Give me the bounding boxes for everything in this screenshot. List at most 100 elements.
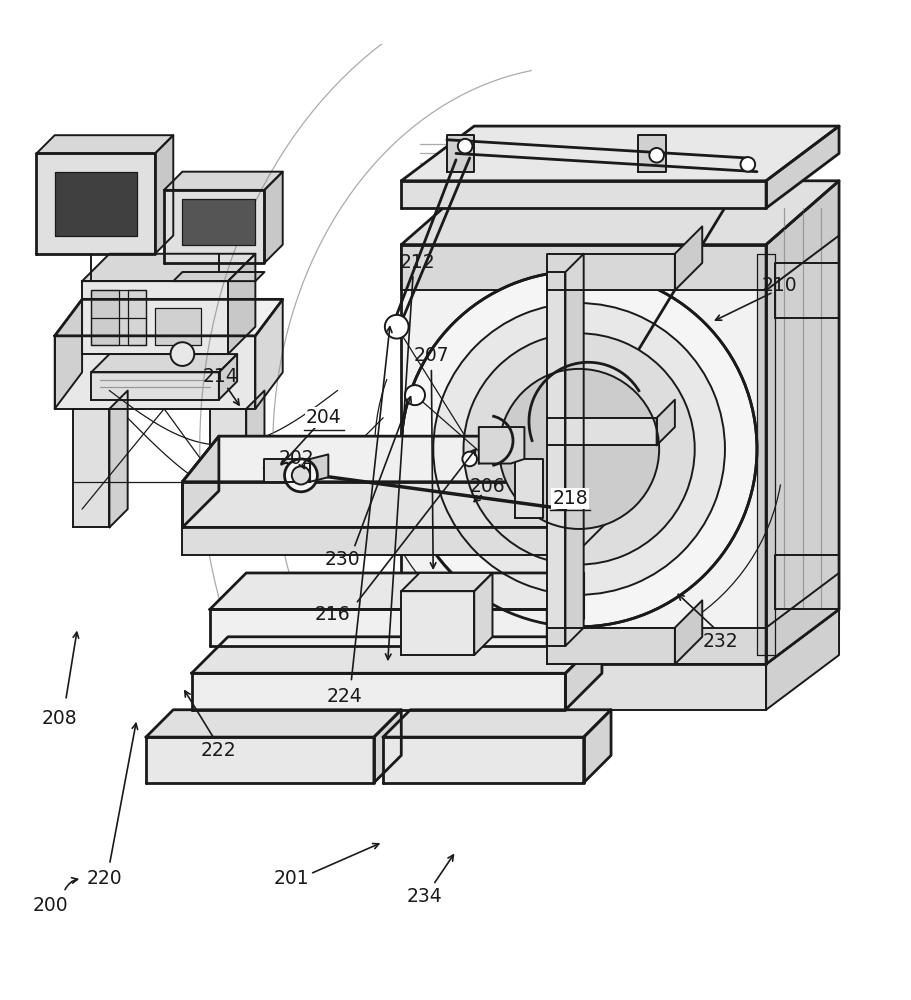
Polygon shape [164,172,282,190]
Text: 232: 232 [701,632,738,651]
Circle shape [649,148,663,163]
Polygon shape [255,299,282,409]
Polygon shape [109,391,128,527]
Polygon shape [478,427,524,464]
Polygon shape [638,135,665,172]
Text: 204: 204 [305,408,342,427]
Polygon shape [228,254,255,354]
Polygon shape [401,126,838,181]
Polygon shape [765,181,838,664]
Text: 216: 216 [314,604,351,624]
Polygon shape [182,199,255,245]
Circle shape [284,459,317,492]
Circle shape [292,466,310,484]
Polygon shape [383,737,583,783]
Polygon shape [446,135,474,172]
Circle shape [462,452,476,466]
Polygon shape [310,454,328,482]
Polygon shape [547,418,656,445]
Polygon shape [401,573,492,591]
Polygon shape [55,299,82,409]
Text: 201: 201 [273,869,310,888]
Circle shape [401,271,756,627]
Polygon shape [210,409,246,527]
Polygon shape [55,172,137,236]
Polygon shape [191,673,565,710]
Circle shape [384,315,408,339]
Polygon shape [36,135,173,153]
Polygon shape [756,254,774,655]
Text: 214: 214 [202,367,239,386]
Polygon shape [91,372,219,400]
Polygon shape [264,459,310,482]
Polygon shape [474,573,492,655]
Polygon shape [264,172,282,263]
Polygon shape [383,710,610,737]
Polygon shape [55,336,255,409]
Polygon shape [401,591,474,655]
Polygon shape [547,272,565,646]
Polygon shape [674,600,701,664]
Text: 200: 200 [32,896,68,915]
Polygon shape [765,609,838,710]
Polygon shape [401,245,765,290]
Text: 224: 224 [326,687,363,706]
Polygon shape [36,153,155,254]
Circle shape [457,139,472,153]
Polygon shape [401,181,838,245]
Polygon shape [73,409,109,527]
Polygon shape [774,555,838,609]
Polygon shape [182,527,574,555]
Polygon shape [210,573,583,609]
Polygon shape [173,272,264,281]
Polygon shape [182,482,574,527]
Polygon shape [583,710,610,783]
Polygon shape [155,308,200,345]
Polygon shape [515,459,542,518]
Polygon shape [191,637,601,673]
Polygon shape [182,436,219,527]
Polygon shape [401,664,765,710]
Circle shape [433,303,724,595]
Polygon shape [55,299,282,336]
Polygon shape [246,391,264,527]
Polygon shape [547,254,674,290]
Polygon shape [82,254,255,281]
Polygon shape [82,281,228,354]
Polygon shape [565,254,583,646]
Circle shape [404,385,425,405]
Polygon shape [656,400,674,445]
Text: 212: 212 [399,253,435,272]
Circle shape [463,333,694,565]
Polygon shape [219,354,237,400]
Text: 230: 230 [324,550,361,569]
Text: 202: 202 [278,449,314,468]
Polygon shape [146,710,401,737]
Polygon shape [765,126,838,208]
Circle shape [170,342,194,366]
Polygon shape [210,609,547,646]
Text: 222: 222 [200,741,237,760]
Polygon shape [547,573,583,646]
Polygon shape [91,290,146,345]
Polygon shape [765,181,838,290]
Polygon shape [182,436,610,482]
Text: 220: 220 [87,869,123,888]
Polygon shape [574,436,610,527]
Polygon shape [765,573,838,664]
Text: 207: 207 [413,346,449,365]
Circle shape [740,157,754,172]
Polygon shape [574,491,610,555]
Polygon shape [91,354,237,372]
Polygon shape [401,181,765,208]
Polygon shape [146,737,374,783]
Polygon shape [155,135,173,254]
Polygon shape [374,710,401,783]
Polygon shape [565,637,601,710]
Text: 210: 210 [761,276,797,295]
Polygon shape [91,290,118,345]
Polygon shape [774,263,838,318]
Polygon shape [128,290,146,345]
Text: 208: 208 [41,709,77,728]
Text: 234: 234 [405,887,442,906]
